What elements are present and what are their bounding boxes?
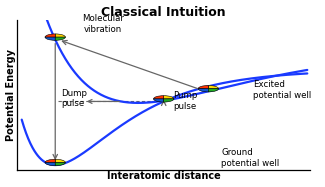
- Wedge shape: [55, 163, 65, 166]
- Text: Molecular
vibration: Molecular vibration: [82, 14, 124, 34]
- Wedge shape: [45, 159, 55, 163]
- Text: Excited
potential well: Excited potential well: [253, 80, 311, 100]
- Wedge shape: [55, 34, 65, 37]
- Wedge shape: [55, 37, 65, 40]
- Wedge shape: [153, 96, 164, 99]
- Wedge shape: [153, 99, 164, 102]
- Wedge shape: [164, 96, 174, 99]
- Wedge shape: [198, 89, 208, 92]
- Text: Pump
pulse: Pump pulse: [173, 91, 198, 111]
- Y-axis label: Potential Energy: Potential Energy: [6, 49, 16, 141]
- Wedge shape: [55, 159, 65, 163]
- Wedge shape: [198, 85, 208, 89]
- Wedge shape: [45, 34, 55, 37]
- Wedge shape: [45, 37, 55, 40]
- Wedge shape: [45, 163, 55, 166]
- Text: Ground
potential well: Ground potential well: [221, 148, 280, 168]
- Wedge shape: [208, 85, 219, 89]
- Text: Dump
pulse: Dump pulse: [62, 89, 88, 108]
- Wedge shape: [208, 89, 219, 92]
- Title: Classical Intuition: Classical Intuition: [101, 6, 226, 19]
- X-axis label: Interatomic distance: Interatomic distance: [107, 171, 221, 181]
- Wedge shape: [164, 99, 174, 102]
